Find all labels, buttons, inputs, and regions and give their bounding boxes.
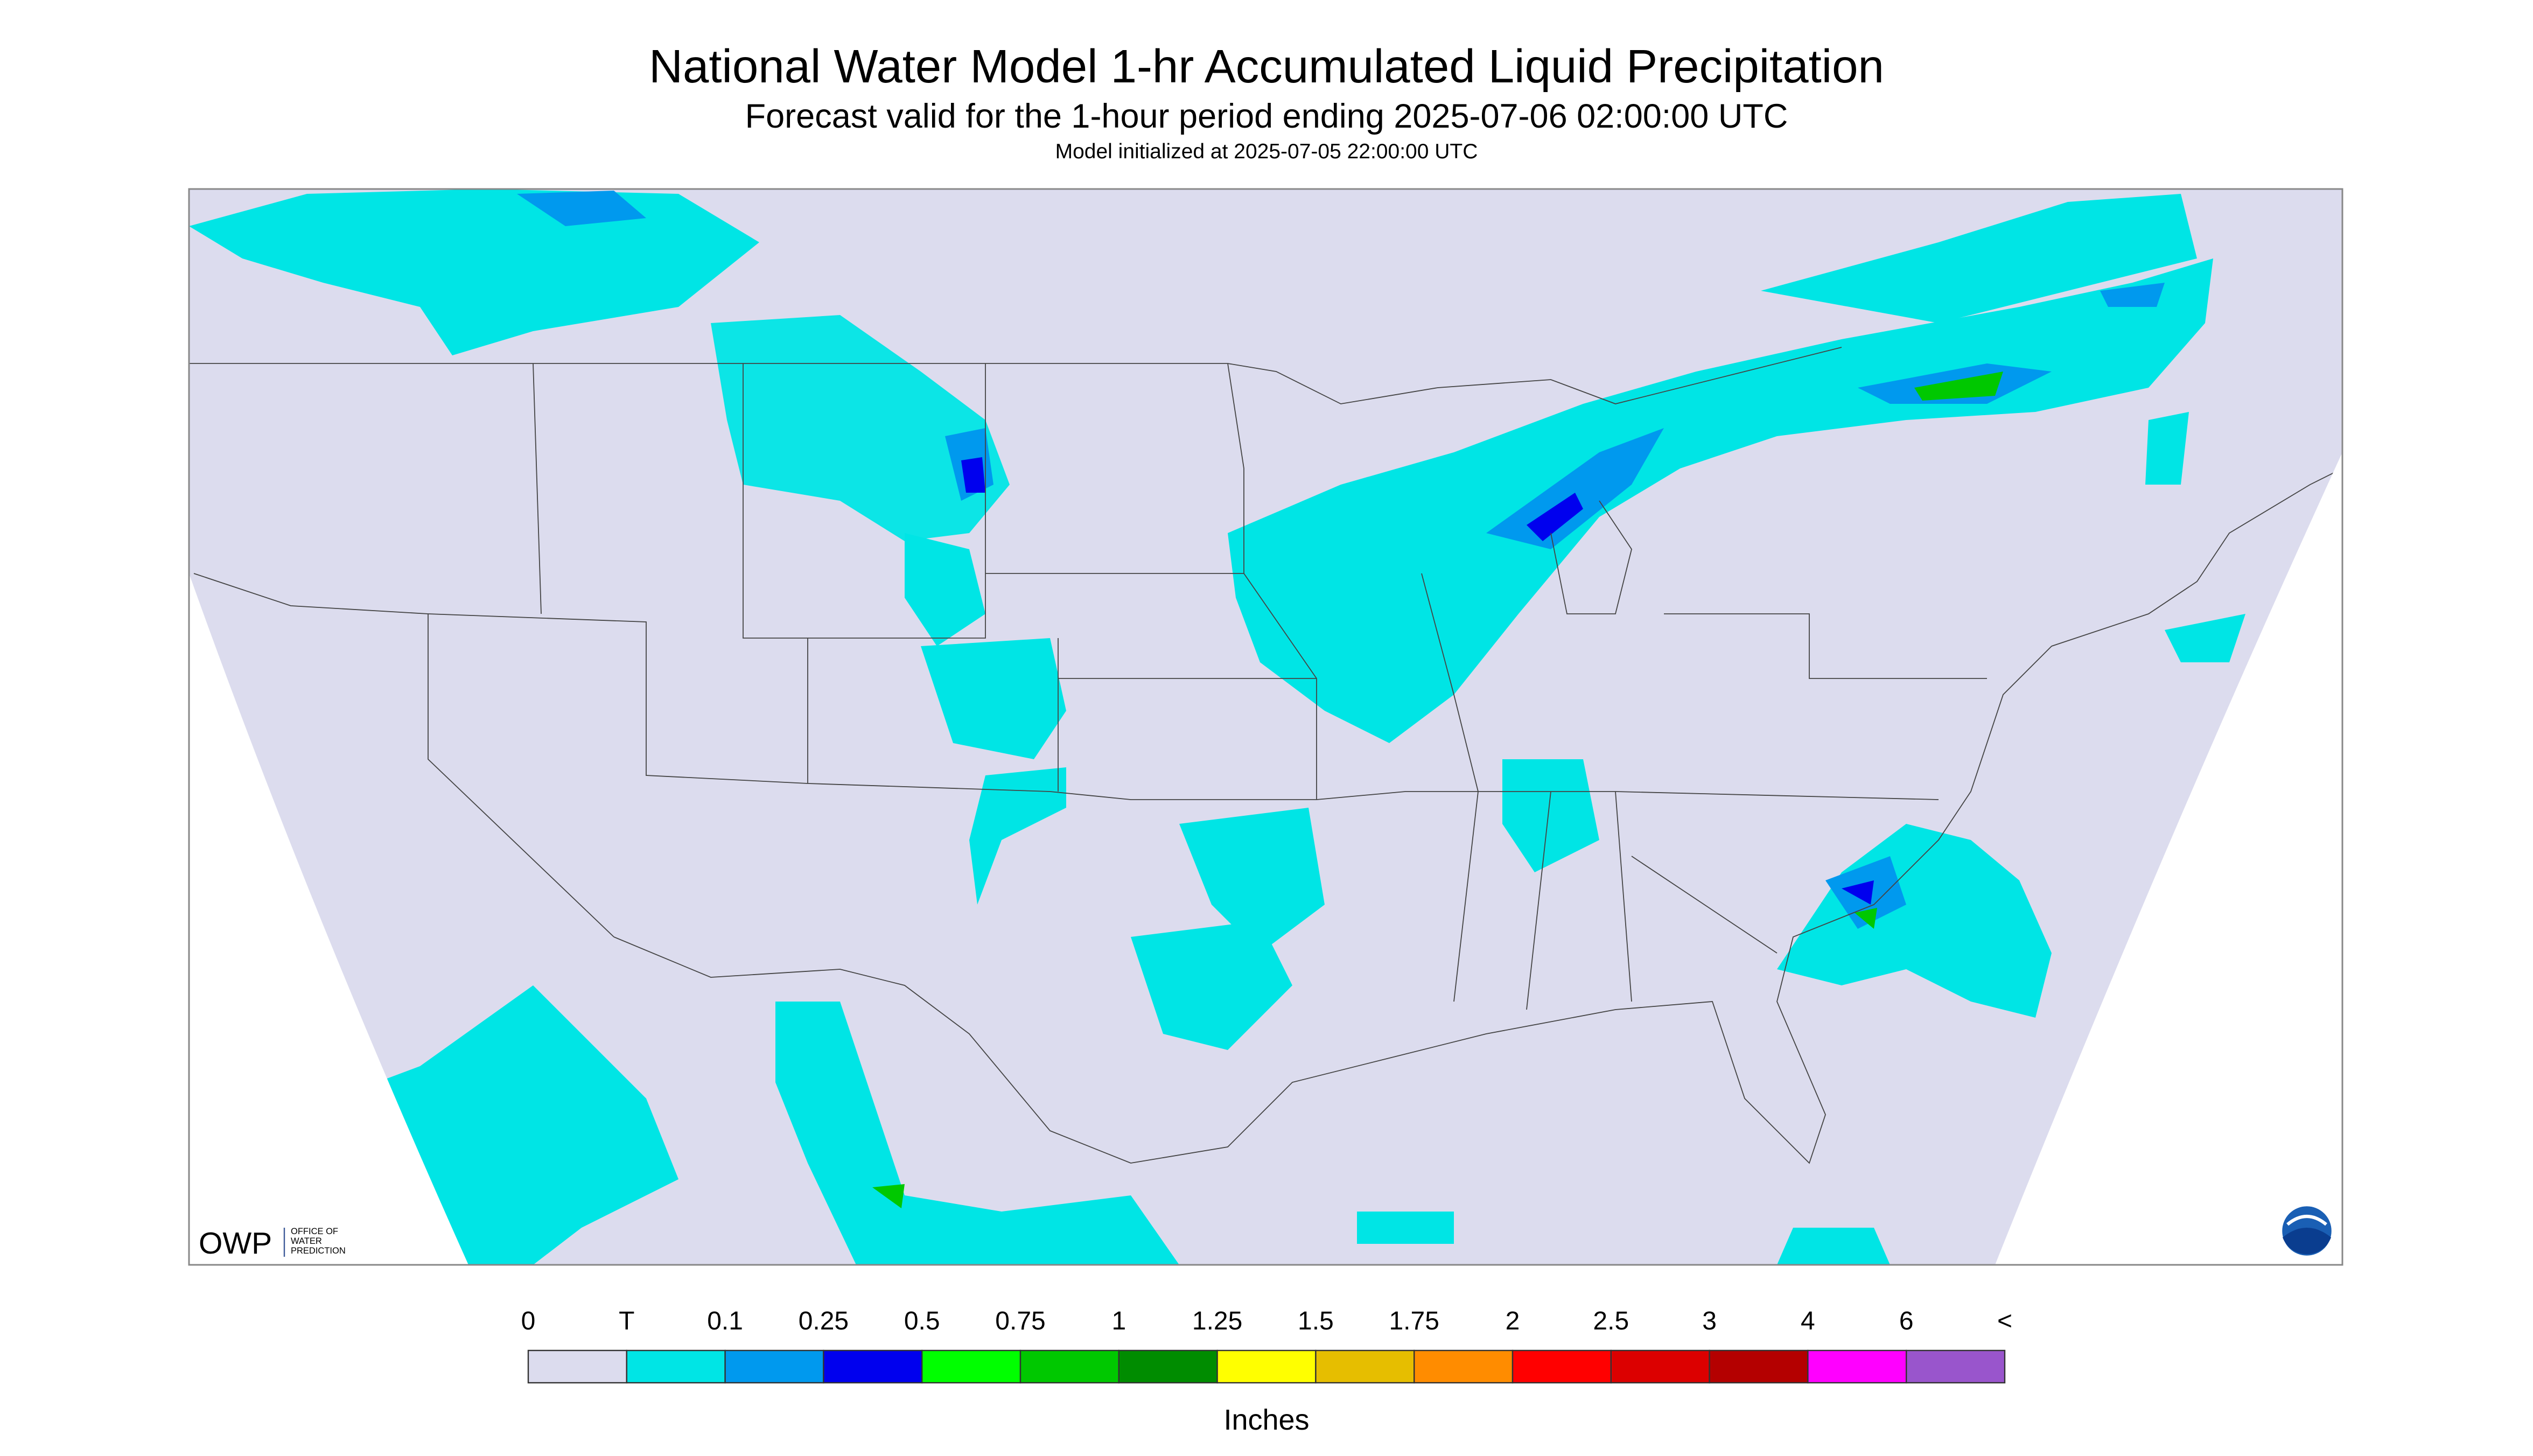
legend-label: 0.5 bbox=[904, 1307, 940, 1335]
legend-label: 1 bbox=[1111, 1307, 1126, 1335]
owp-logo: OWP OFFICE OF WATER PREDICTION bbox=[199, 1226, 346, 1261]
legend-label: 0 bbox=[521, 1307, 536, 1335]
owp-text: OWP bbox=[199, 1226, 272, 1261]
borders bbox=[189, 347, 2342, 1164]
legend-label: 0.75 bbox=[995, 1307, 1045, 1335]
owp-office: OFFICE OF bbox=[291, 1227, 338, 1236]
legend-label: 1.75 bbox=[1389, 1307, 1439, 1335]
projection-edge-left bbox=[189, 573, 468, 1265]
legend-label: 3 bbox=[1702, 1307, 1717, 1335]
map: OWP OFFICE OF WATER PREDICTION bbox=[188, 188, 2343, 1266]
legend-swatch bbox=[1512, 1349, 1612, 1384]
title: National Water Model 1-hr Accumulated Li… bbox=[649, 40, 1884, 93]
legend-label: T bbox=[619, 1307, 634, 1335]
legend-label: 1.5 bbox=[1298, 1307, 1334, 1335]
init-time: Model initialized at 2025-07-05 22:00:00… bbox=[1055, 140, 1478, 163]
legend-swatch bbox=[1216, 1349, 1317, 1384]
legend-swatch bbox=[921, 1349, 1021, 1384]
legend-swatch bbox=[724, 1349, 824, 1384]
legend-swatch bbox=[1118, 1349, 1218, 1384]
legend-label: 1.25 bbox=[1192, 1307, 1242, 1335]
legend-swatch bbox=[1807, 1349, 1907, 1384]
legend-swatch bbox=[1019, 1349, 1120, 1384]
legend: 0 T 0.1 0.25 0.5 0.75 1 1.25 1.5 1.75 2 2.5 3 4 6 < bbox=[521, 1307, 2012, 1384]
subtitle: Forecast valid for the 1-hour period end… bbox=[745, 97, 1788, 135]
map-frame bbox=[188, 188, 2343, 1266]
legend-label: < bbox=[1997, 1307, 2012, 1335]
legend-label: 4 bbox=[1801, 1307, 1815, 1335]
legend-swatch bbox=[527, 1349, 628, 1384]
legend-label: 2.5 bbox=[1593, 1307, 1629, 1335]
legend-label: 0.1 bbox=[707, 1307, 743, 1335]
legend-unit: Inches bbox=[1223, 1404, 1309, 1436]
noaa-logo bbox=[2279, 1203, 2334, 1258]
legend-swatch bbox=[1610, 1349, 1710, 1384]
legend-swatch bbox=[823, 1349, 923, 1384]
owp-office: PREDICTION bbox=[291, 1246, 346, 1256]
legend-label: 0.25 bbox=[799, 1307, 849, 1335]
precip-max bbox=[872, 372, 2003, 1209]
legend-label: 2 bbox=[1506, 1307, 1520, 1335]
legend-swatch bbox=[1709, 1349, 1809, 1384]
projection-edge-right bbox=[1995, 452, 2342, 1265]
legend-swatch bbox=[626, 1349, 726, 1384]
precip-heavy bbox=[961, 457, 1874, 905]
legend-swatch bbox=[1905, 1349, 2006, 1384]
legend-swatch bbox=[1414, 1349, 1514, 1384]
owp-office: WATER bbox=[291, 1236, 322, 1246]
legend-label: 6 bbox=[1899, 1307, 1914, 1335]
legend-swatch bbox=[1315, 1349, 1415, 1384]
